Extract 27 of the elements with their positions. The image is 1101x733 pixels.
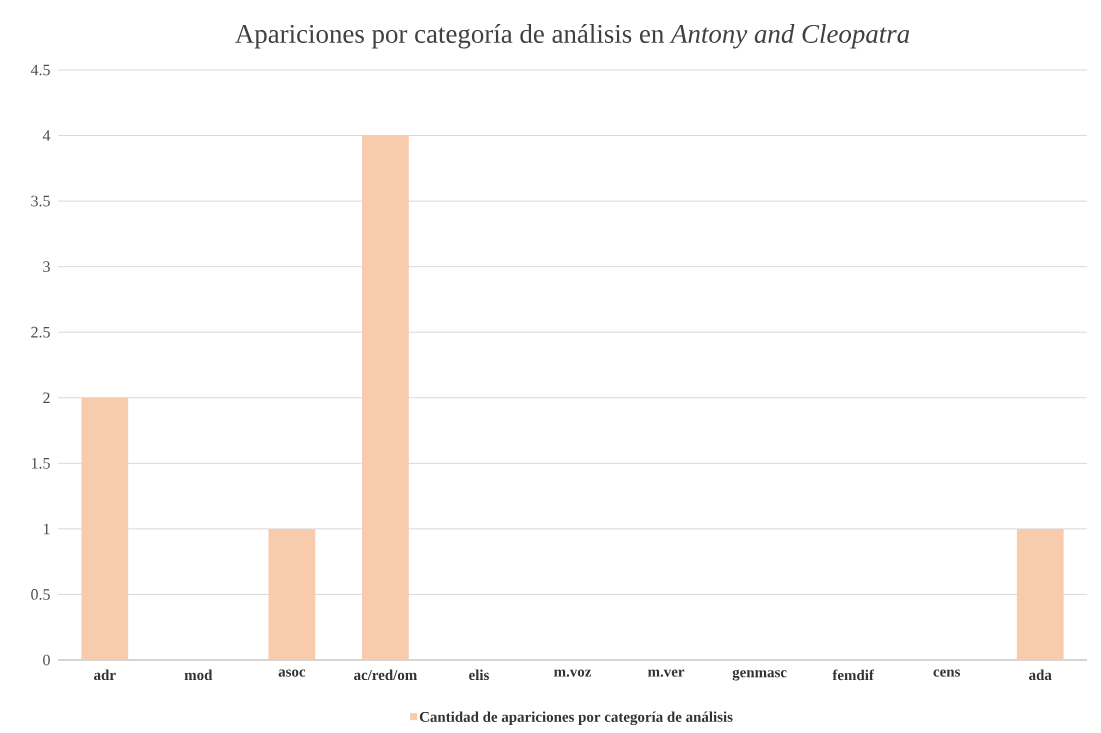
y-tick-label: 3 <box>43 261 50 273</box>
x-tick-label: elis <box>469 669 489 681</box>
x-tick-label: cens <box>933 669 961 677</box>
y-tick-label: 1.5 <box>31 457 50 469</box>
x-tick-label: mod <box>184 669 213 681</box>
y-tick-label: 3.5 <box>31 195 50 207</box>
legend-label: Cantidad de apariciones por categoría de análisis <box>419 711 733 726</box>
bar <box>268 528 316 660</box>
x-tick-label: adr <box>94 669 116 681</box>
bar <box>362 135 409 660</box>
y-tick-label: 1 <box>43 523 50 535</box>
y-tick-label: 4 <box>42 130 51 141</box>
x-tick-label: asoc <box>278 669 306 677</box>
x-tick-label: ada <box>1029 669 1052 681</box>
y-tick-label: 4.5 <box>30 64 50 76</box>
y-tick-label: 2 <box>43 392 50 404</box>
x-tick-label: m.ver <box>647 669 685 677</box>
x-tick-label: ac/red/om <box>354 669 417 681</box>
bar <box>81 397 129 660</box>
chart-title: Apariciones por categoría de análisis en Antony and Cleopatra <box>235 23 910 49</box>
y-tick-label: 0 <box>43 654 50 666</box>
bar <box>1016 528 1064 660</box>
y-tick-label: 0.5 <box>31 589 50 600</box>
x-tick-label: genmasc <box>732 669 787 681</box>
x-tick-label: femdif <box>832 669 875 681</box>
x-tick-label: m.voz <box>554 669 592 677</box>
y-tick-label: 2.5 <box>31 326 50 338</box>
